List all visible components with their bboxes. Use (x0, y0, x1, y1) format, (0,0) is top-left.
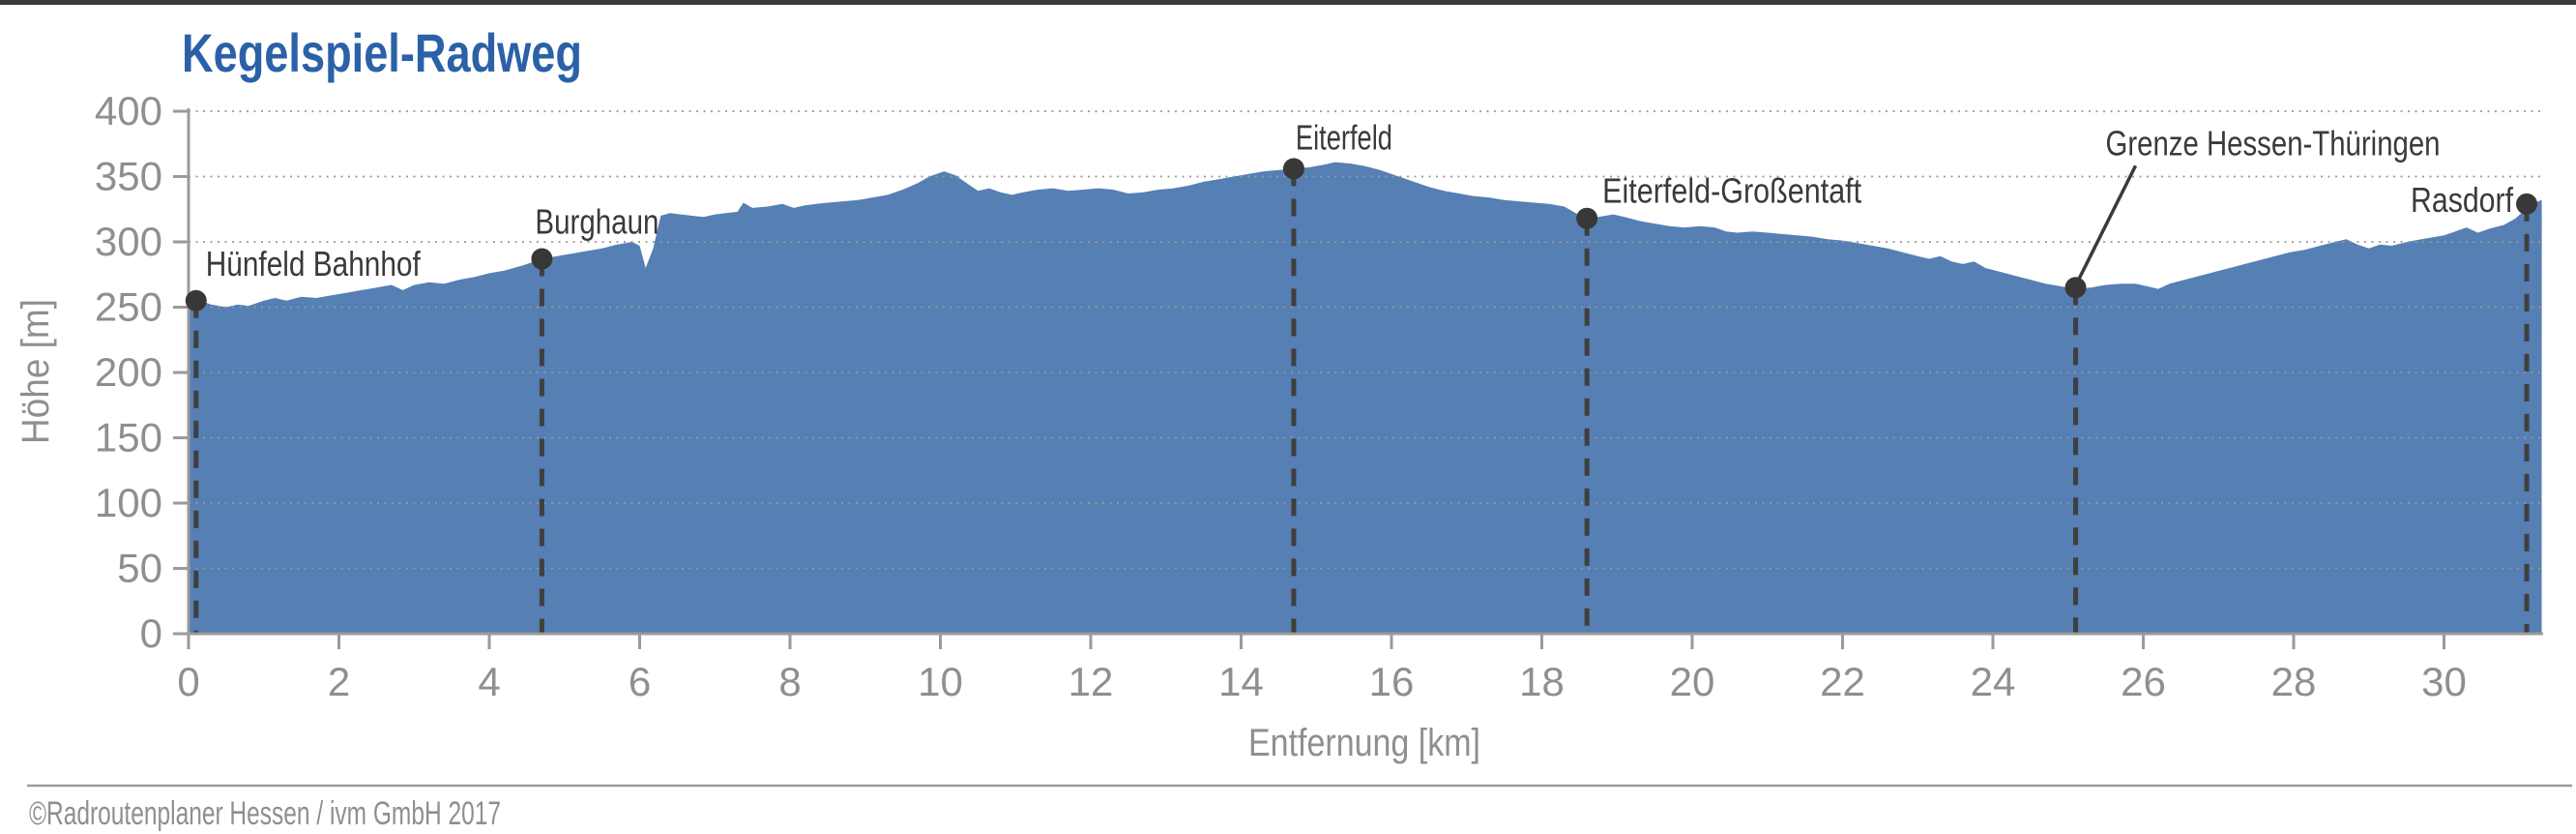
y-tick-label-50: 50 (117, 546, 162, 591)
marker-label-5: Rasdorf (2411, 180, 2514, 220)
x-tick-label-14: 14 (1218, 659, 1264, 704)
marker-label-3: Eiterfeld-Großentaft (1602, 171, 1861, 211)
x-tick-label-28: 28 (2271, 659, 2317, 704)
x-tick-label-22: 22 (1820, 659, 1865, 704)
x-tick-label-4: 4 (478, 659, 500, 704)
x-tick-label-20: 20 (1670, 659, 1715, 704)
marker-dot-0 (185, 289, 207, 312)
marker-label-1: Burghaun (535, 202, 659, 242)
y-axis-title: Höhe [m] (15, 299, 57, 444)
chart-title: Kegelspiel-Radweg (182, 22, 582, 83)
y-tick-label-100: 100 (95, 480, 162, 525)
y-tick-label-250: 250 (95, 284, 162, 330)
elevation-area (189, 162, 2542, 634)
marker-label-4: Grenze Hessen-Thüringen (2106, 123, 2441, 163)
x-tick-label-0: 0 (177, 659, 199, 704)
y-tick-label-300: 300 (95, 219, 162, 264)
marker-dot-2 (1282, 158, 1304, 180)
x-tick-label-8: 8 (778, 659, 801, 704)
marker-leader-line-4 (2076, 164, 2138, 282)
window-top-border (0, 0, 2576, 5)
copyright-text: ©Radroutenplaner Hessen / ivm GmbH 2017 (29, 795, 501, 832)
y-tick-label-400: 400 (95, 88, 162, 134)
x-tick-label-30: 30 (2421, 659, 2467, 704)
marker-label-0: Hünfeld Bahnhof (206, 244, 422, 283)
x-tick-label-18: 18 (1519, 659, 1565, 704)
y-tick-label-150: 150 (95, 415, 162, 461)
x-tick-label-2: 2 (328, 659, 350, 704)
x-tick-label-16: 16 (1369, 659, 1415, 704)
x-axis-title: Entfernung [km] (1248, 722, 1480, 764)
marker-dot-1 (531, 248, 553, 270)
y-tick-label-350: 350 (95, 154, 162, 199)
x-tick-label-6: 6 (629, 659, 651, 704)
x-tick-label-12: 12 (1068, 659, 1114, 704)
x-tick-label-24: 24 (1971, 659, 2016, 704)
x-tick-label-26: 26 (2121, 659, 2166, 704)
marker-dot-4 (2064, 277, 2087, 299)
x-tick-label-10: 10 (918, 659, 963, 704)
marker-label-2: Eiterfeld (1296, 117, 1392, 157)
marker-dot-3 (1576, 207, 1598, 229)
marker-dot-5 (2516, 193, 2538, 215)
y-tick-label-200: 200 (95, 349, 162, 395)
y-tick-label-0: 0 (140, 611, 162, 656)
